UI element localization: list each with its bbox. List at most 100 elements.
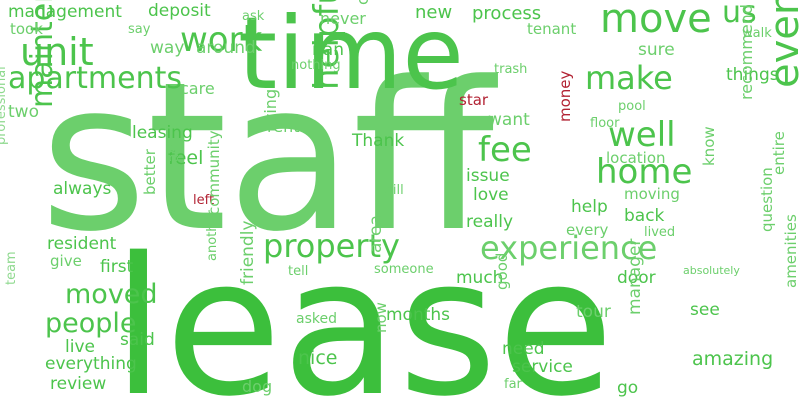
word-nothing: nothing xyxy=(291,58,341,73)
word-community: community xyxy=(205,130,223,215)
word-trash: trash xyxy=(494,62,527,77)
word-way: way xyxy=(150,38,184,58)
word-ask: ask xyxy=(242,9,265,24)
word-around: around xyxy=(196,38,256,58)
word-star: star xyxy=(459,91,489,109)
word-new: new xyxy=(415,2,452,23)
word-staff: staff xyxy=(40,39,499,277)
word-say: say xyxy=(128,22,151,37)
word-service: service xyxy=(512,357,573,377)
word-care: care xyxy=(180,79,215,98)
word-everything: everything xyxy=(45,354,137,374)
word-go: go xyxy=(617,378,638,398)
word-area: area xyxy=(366,215,386,253)
word-help: help xyxy=(571,197,608,217)
word-really: really xyxy=(466,212,513,232)
word-nan: nan xyxy=(312,40,344,60)
word-pool: pool xyxy=(618,99,646,114)
word-tell: tell xyxy=(288,264,308,279)
word-process: process xyxy=(472,3,541,24)
word-tour: tour xyxy=(576,302,611,322)
word-absolutely: absolutely xyxy=(683,264,740,277)
word-every: every xyxy=(566,221,609,239)
word-work: work xyxy=(180,20,263,60)
word-even: even xyxy=(762,0,800,88)
word-feel: feel xyxy=(168,147,203,169)
word-people: people xyxy=(45,308,137,339)
word-moving: moving xyxy=(624,185,680,203)
word-home: home xyxy=(596,152,692,192)
word-living: living xyxy=(261,89,280,132)
word-asked: asked xyxy=(296,311,337,327)
word-maintenance: maintenance xyxy=(25,0,60,108)
word-good: good xyxy=(493,253,511,290)
word-entire: entire xyxy=(770,131,788,175)
word-nice: nice xyxy=(298,347,337,369)
word-walk: walk xyxy=(742,26,772,41)
word-months: months xyxy=(386,305,450,325)
word-still: still xyxy=(381,183,404,198)
word-know: know xyxy=(700,126,718,166)
word-deposit: deposit xyxy=(148,1,211,21)
word-pay: pay xyxy=(164,144,182,172)
word-complex: complex xyxy=(353,0,372,5)
word-amazing: amazing xyxy=(692,348,773,370)
word-want: want xyxy=(488,110,530,130)
word-experience: experience xyxy=(480,229,657,267)
word-love: love xyxy=(473,185,509,205)
word-team: team xyxy=(4,251,19,285)
word-location: location xyxy=(606,149,666,167)
word-far: far xyxy=(504,377,523,392)
word-make: make xyxy=(585,59,673,97)
word-issue: issue xyxy=(466,166,510,186)
word-always: always xyxy=(53,179,112,199)
word-things: things xyxy=(726,65,779,85)
word-manager: manager xyxy=(625,239,645,315)
word-sure: sure xyxy=(638,40,675,60)
word-left: left xyxy=(193,193,214,208)
word-took: took xyxy=(10,20,43,38)
word-dog: dog xyxy=(242,377,272,396)
word-moved: moved xyxy=(65,279,158,310)
word-property: property xyxy=(263,227,400,265)
word-unit: unit xyxy=(20,30,94,74)
word-fee: fee xyxy=(478,130,532,170)
word-better: better xyxy=(141,148,159,195)
word-well: well xyxy=(608,115,676,155)
word-move: move xyxy=(600,0,712,42)
word-need: need xyxy=(502,339,544,359)
word-amenities: amenities xyxy=(782,214,800,288)
word-management: management xyxy=(8,2,122,22)
word-friendly: friendly xyxy=(238,220,258,285)
word-review: review xyxy=(50,374,106,394)
word-another: another xyxy=(205,210,220,261)
word-floor: floor xyxy=(590,116,620,131)
word-rent: rent xyxy=(267,117,299,136)
word-question: question xyxy=(758,167,776,232)
word-resident: resident xyxy=(47,234,117,254)
word-tenant: tenant xyxy=(527,20,576,38)
word-never: never xyxy=(320,9,366,28)
word-now: now xyxy=(372,302,390,333)
word-said: said xyxy=(120,330,155,350)
word-much: much xyxy=(456,268,503,288)
word-us: us xyxy=(722,0,757,30)
word-recommend: recommend xyxy=(737,4,756,100)
word-leasing: leasing xyxy=(132,123,193,143)
word-professional: professional xyxy=(0,66,9,145)
word-two: two xyxy=(8,102,39,122)
word-helpful: helpful xyxy=(307,0,347,90)
word-back: back xyxy=(624,206,665,226)
word-door: door xyxy=(617,268,656,288)
word-live: live xyxy=(65,337,95,357)
word-lease: lease xyxy=(112,217,614,400)
word-money: money xyxy=(556,70,574,122)
word-apartments: apartments xyxy=(8,61,182,96)
word-someone: someone xyxy=(374,262,434,277)
word-see: see xyxy=(690,300,720,320)
word-give: give xyxy=(50,252,82,270)
word-thank: Thank xyxy=(351,131,404,151)
word-time: time xyxy=(238,0,464,112)
